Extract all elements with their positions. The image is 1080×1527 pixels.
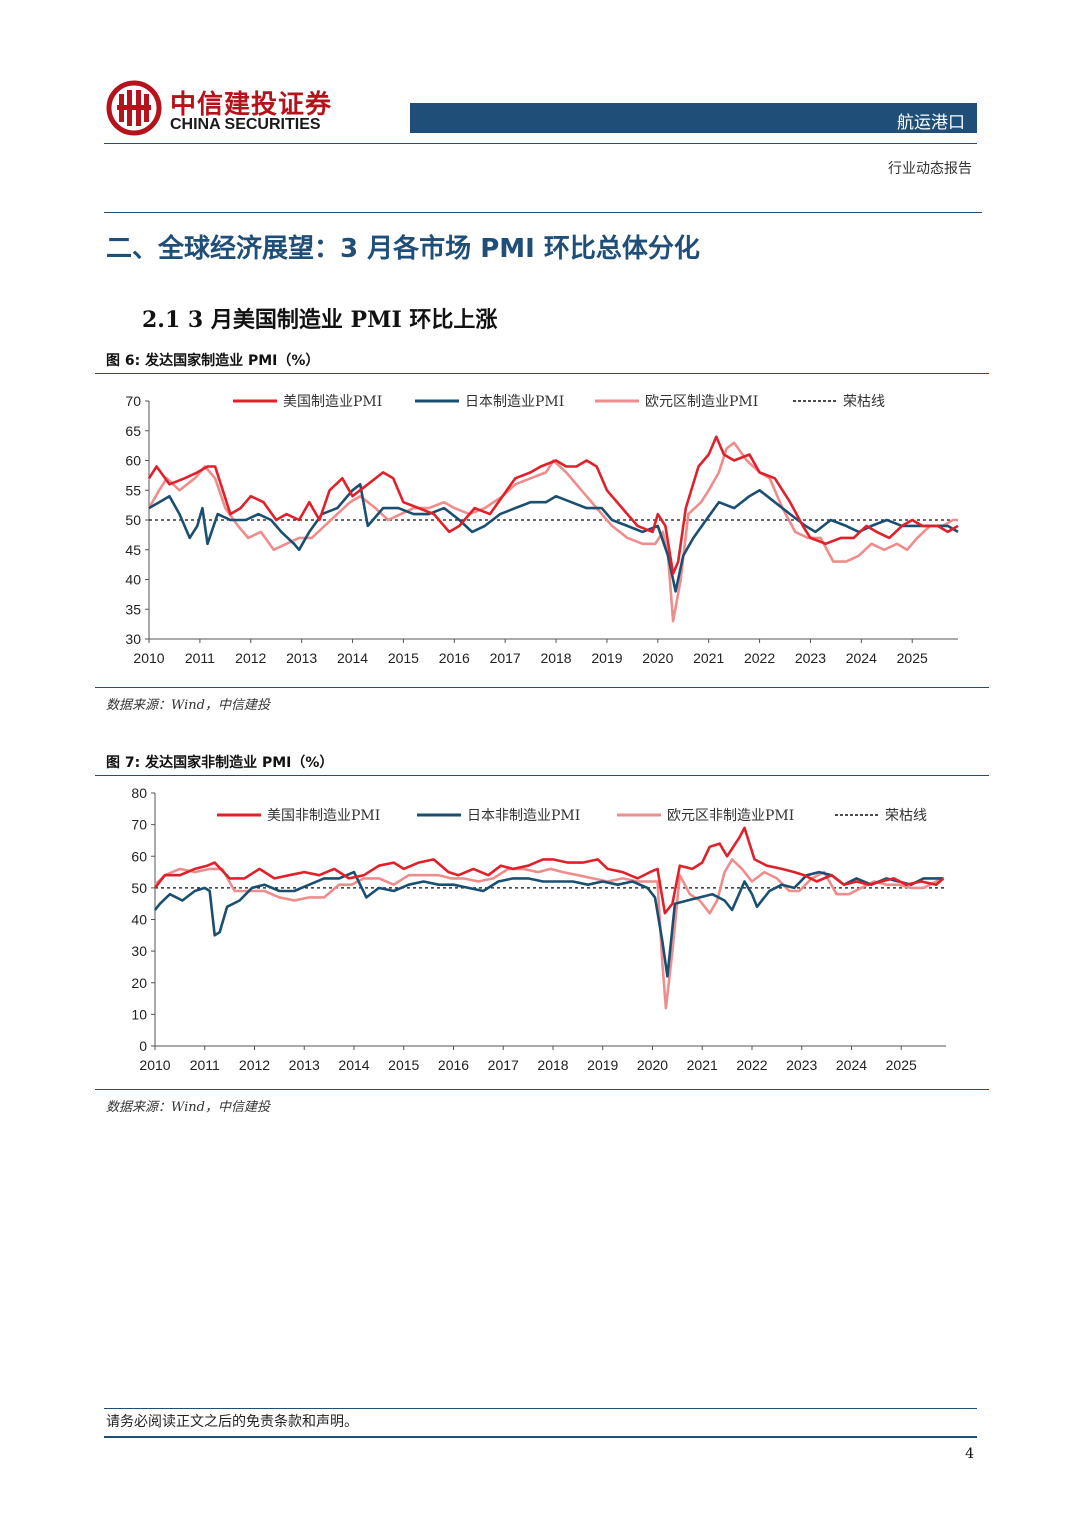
legend-label: 欧元区制造业PMI <box>645 394 758 410</box>
header-bar <box>410 103 977 133</box>
x-tick-label: 2021 <box>687 1057 718 1073</box>
legend-label: 欧元区非制造业PMI <box>667 808 794 824</box>
manufacturing-pmi-chart: 30 35 40 45 50 55 60 65 70 2010 2011 2012 2013 2014 20… <box>125 393 959 666</box>
x-tick-label: 2016 <box>439 650 470 666</box>
figure-6-bottom-rule <box>95 687 989 688</box>
figure-7-top-rule <box>95 775 989 776</box>
legend-label: 荣枯线 <box>843 394 885 410</box>
header-divider <box>104 143 977 144</box>
brand-name-cn: 中信建投证券 <box>170 90 333 120</box>
figure-7-source: 数据来源：Wind，中信建投 <box>106 1100 270 1115</box>
x-tick-label: 2021 <box>693 650 724 666</box>
series-line-1 <box>148 483 959 593</box>
x-tick-label: 2023 <box>786 1057 817 1073</box>
figure-7-title: 图 7: 发达国家非制造业 PMI（%） <box>106 755 334 771</box>
legend-label: 美国非制造业PMI <box>267 808 380 824</box>
section-divider <box>104 212 982 213</box>
series-line-1 <box>153 870 944 978</box>
figure-6-top-rule <box>95 373 989 374</box>
x-tick-label: 2018 <box>537 1057 568 1073</box>
x-tick-label: 2024 <box>836 1057 867 1073</box>
x-tick-label: 2012 <box>239 1057 270 1073</box>
x-tick-label: 2011 <box>190 1057 220 1073</box>
x-tick-label: 2015 <box>388 650 419 666</box>
y-tick-label: 70 <box>131 817 147 833</box>
report-type: 行业动态报告 <box>888 161 972 177</box>
y-tick-label: 50 <box>125 512 141 528</box>
x-tick-label: 2025 <box>897 650 928 666</box>
china-securities-logo <box>106 80 162 136</box>
x-tick-label: 2013 <box>289 1057 320 1073</box>
x-tick-label: 2018 <box>540 650 571 666</box>
y-tick-label: 10 <box>131 1006 147 1022</box>
x-tick-label: 2017 <box>488 1057 519 1073</box>
legend-label: 美国制造业PMI <box>283 394 382 410</box>
x-tick-label: 2019 <box>591 650 622 666</box>
x-tick-label: 2024 <box>846 650 877 666</box>
section-title: 二、全球经济展望：3 月各市场 PMI 环比总体分化 <box>106 234 700 264</box>
x-tick-label: 2014 <box>337 650 368 666</box>
y-tick-label: 30 <box>131 943 147 959</box>
footer-top-rule <box>104 1408 977 1409</box>
x-tick-label: 2017 <box>490 650 521 666</box>
x-tick-label: 2019 <box>587 1057 618 1073</box>
brand-name-en: CHINA SECURITIES <box>170 116 321 133</box>
y-tick-label: 45 <box>125 542 141 558</box>
y-tick-label: 40 <box>125 572 141 588</box>
legend-label: 日本非制造业PMI <box>467 808 580 824</box>
x-tick-label: 2025 <box>886 1057 917 1073</box>
x-tick-label: 2023 <box>795 650 826 666</box>
figure-7-bottom-rule <box>95 1089 989 1090</box>
y-tick-label: 60 <box>131 848 147 864</box>
y-tick-label: 80 <box>131 785 147 801</box>
legend-label: 日本制造业PMI <box>465 394 564 410</box>
y-tick-label: 20 <box>131 975 147 991</box>
figure-6-source: 数据来源：Wind，中信建投 <box>106 698 270 713</box>
series-line-2 <box>147 441 958 623</box>
y-tick-label: 0 <box>139 1038 147 1054</box>
y-tick-label: 35 <box>125 601 141 617</box>
x-tick-label: 2013 <box>286 650 317 666</box>
series-line-0 <box>147 435 959 575</box>
y-tick-label: 40 <box>131 912 147 928</box>
x-tick-label: 2020 <box>637 1057 668 1073</box>
legend-label: 荣枯线 <box>885 808 927 824</box>
y-tick-label: 60 <box>125 453 141 469</box>
x-tick-label: 2010 <box>133 650 164 666</box>
non-manufacturing-pmi-chart: 0 10 20 30 40 50 60 70 80 2010 2011 2012 2013 2014 201… <box>131 785 946 1073</box>
x-tick-label: 2012 <box>235 650 266 666</box>
x-tick-label: 2014 <box>338 1057 369 1073</box>
x-tick-label: 2015 <box>388 1057 419 1073</box>
y-tick-label: 30 <box>125 631 141 647</box>
y-tick-label: 70 <box>125 393 141 409</box>
x-tick-label: 2022 <box>736 1057 767 1073</box>
x-tick-label: 2022 <box>744 650 775 666</box>
disclaimer-text: 请务必阅读正文之后的免责条款和声明。 <box>106 1414 358 1430</box>
page-number: 4 <box>965 1446 974 1462</box>
subsection-title: 2.1 3 月美国制造业 PMI 环比上涨 <box>142 307 498 333</box>
x-tick-label: 2020 <box>642 650 673 666</box>
x-tick-label: 2011 <box>185 650 215 666</box>
y-tick-label: 55 <box>125 482 141 498</box>
industry-category: 航运港口 <box>897 113 965 133</box>
series-line-0 <box>153 826 945 915</box>
x-tick-label: 2010 <box>139 1057 170 1073</box>
footer-bottom-rule <box>104 1436 977 1438</box>
x-tick-label: 2016 <box>438 1057 469 1073</box>
y-tick-label: 65 <box>125 423 141 439</box>
y-tick-label: 50 <box>131 880 147 896</box>
figure-6-title: 图 6: 发达国家制造业 PMI（%） <box>106 353 320 369</box>
